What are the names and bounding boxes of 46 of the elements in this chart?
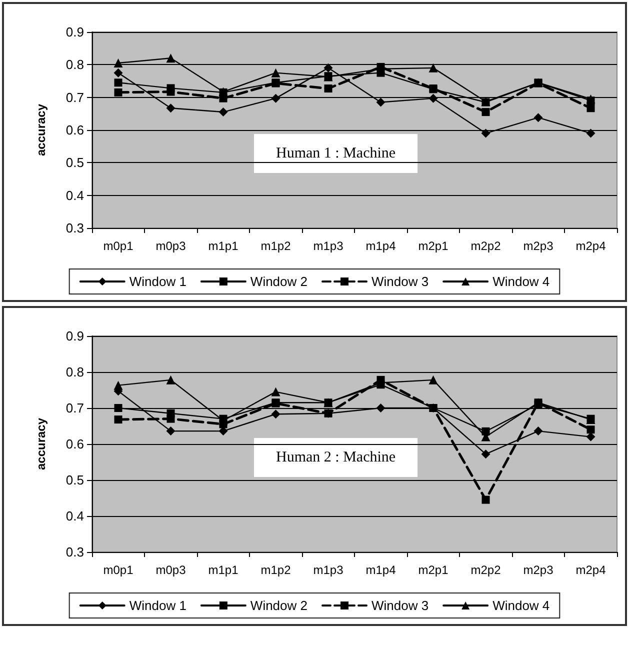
x-tick-label: m2p4 — [576, 239, 606, 253]
y-tick-label: 0.9 — [66, 328, 84, 344]
annotation: Human 1 : Machine — [276, 146, 396, 162]
y-tick-label: 0.7 — [66, 90, 84, 105]
x-tick-label: m1p3 — [313, 239, 344, 253]
y-tick-label: 0.3 — [66, 544, 84, 560]
x-tick-label: m0p3 — [156, 239, 186, 253]
y-tick-label: 0.7 — [66, 400, 84, 416]
x-tick-label: m0p1 — [103, 563, 134, 577]
y-axis-title: accuracy — [34, 418, 48, 470]
x-tick-label: m1p4 — [366, 563, 396, 577]
x-tick-label: m2p2 — [470, 563, 502, 577]
y-tick-label: 0.5 — [66, 155, 84, 170]
legend-label: Window 2 — [250, 274, 308, 289]
y-tick-label: 0.3 — [66, 220, 84, 236]
legend-label: Window 4 — [492, 598, 550, 613]
x-tick-label: m1p2 — [260, 239, 292, 253]
x-tick-label: m1p1 — [208, 563, 239, 577]
x-tick-label: m2p1 — [418, 239, 449, 253]
x-tick-label: m0p1 — [103, 239, 134, 253]
x-tick-label: m1p4 — [366, 239, 396, 253]
y-tick-label: 0.5 — [66, 472, 84, 488]
x-tick-label: m1p2 — [260, 563, 292, 577]
x-tick-label: m2p4 — [576, 563, 606, 577]
legend-label: Window 3 — [372, 274, 429, 289]
y-tick-label: 0.8 — [66, 57, 84, 72]
x-tick-label: m2p3 — [523, 563, 554, 577]
y-tick-label: 0.6 — [66, 122, 84, 138]
legend-label: Window 1 — [129, 274, 186, 289]
y-tick-label: 0.8 — [66, 364, 84, 380]
y-tick-label: 0.4 — [66, 188, 84, 203]
y-tick-label: 0.9 — [66, 24, 84, 40]
legend-label: Window 4 — [492, 274, 550, 289]
y-axis-title: accuracy — [34, 104, 48, 156]
x-tick-label: m2p3 — [523, 239, 554, 253]
x-tick-label: m1p1 — [208, 239, 239, 253]
legend-label: Window 3 — [372, 598, 429, 613]
legend-label: Window 2 — [250, 598, 308, 613]
x-tick-label: m0p3 — [156, 563, 186, 577]
y-tick-label: 0.4 — [66, 508, 84, 524]
legend-label: Window 1 — [129, 598, 186, 613]
x-tick-label: m2p2 — [470, 239, 502, 253]
x-tick-label: m2p1 — [418, 563, 449, 577]
y-tick-label: 0.6 — [66, 436, 84, 452]
x-tick-label: m1p3 — [313, 563, 344, 577]
annotation: Human 2 : Machine — [276, 450, 396, 466]
